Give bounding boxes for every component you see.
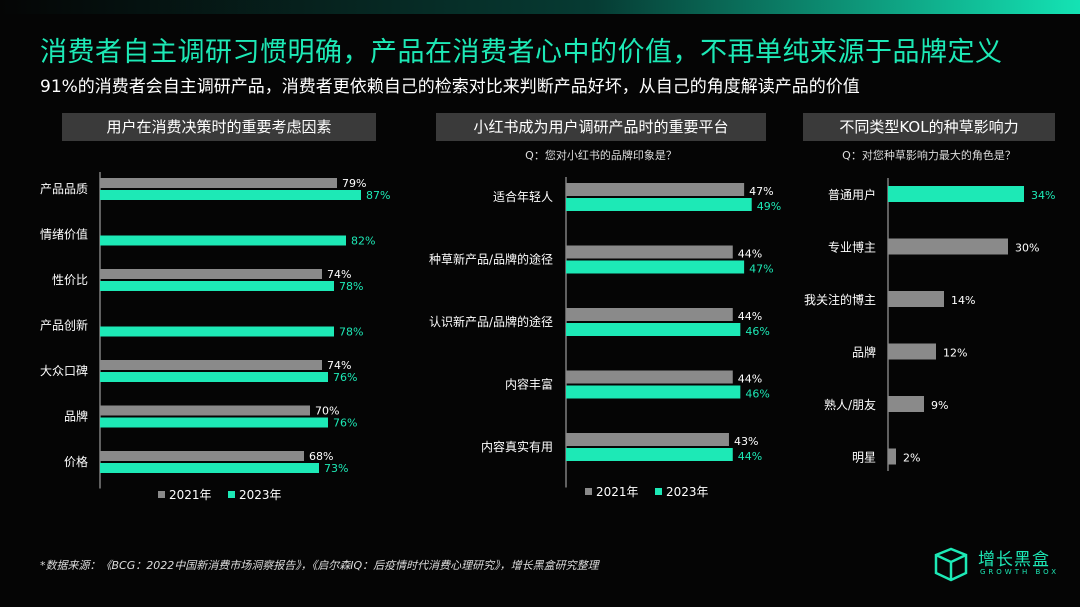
chart2-legend-2021-swatch bbox=[585, 488, 592, 495]
chart1-value-label: 87% bbox=[366, 189, 390, 202]
chart2-value-label: 49% bbox=[757, 200, 781, 213]
chart3-bar bbox=[888, 291, 944, 307]
chart3-bar bbox=[888, 238, 1008, 255]
chart2-value-label: 46% bbox=[745, 388, 769, 401]
chart1-value-label: 74% bbox=[327, 268, 351, 281]
chart1-bar-2021 bbox=[100, 178, 337, 188]
chart3-bar bbox=[888, 396, 924, 412]
chart3-value-label: 9% bbox=[931, 399, 948, 412]
chart3-value-label: 30% bbox=[1015, 242, 1039, 255]
chart3-bar bbox=[888, 186, 1024, 202]
chart3-bar bbox=[888, 343, 936, 360]
chart1-category-label: 产品创新 bbox=[40, 318, 88, 333]
chart1-bar-2023 bbox=[100, 372, 328, 382]
chart3-category-label: 专业博主 bbox=[828, 240, 876, 255]
chart2-bar-2023 bbox=[566, 323, 741, 336]
chart2-value-label: 44% bbox=[738, 310, 762, 323]
chart1-legend-2021-swatch bbox=[158, 491, 165, 498]
chart2-value-label: 47% bbox=[749, 185, 773, 198]
chart1-category-label: 情绪价值 bbox=[40, 227, 88, 242]
chart1-category-label: 大众口碑 bbox=[40, 363, 88, 378]
chart2-value-label: 47% bbox=[749, 263, 773, 276]
chart3-value-label: 12% bbox=[943, 347, 967, 360]
chart1-bar-2023 bbox=[100, 281, 334, 291]
chart3-value-label: 14% bbox=[951, 294, 975, 307]
chart1-category-label: 品牌 bbox=[64, 410, 88, 424]
chart1-value-label: 78% bbox=[339, 326, 363, 339]
chart2-legend-2023-swatch bbox=[655, 488, 662, 495]
chart1-bar-2021 bbox=[100, 451, 304, 461]
page-subtitle: 91%的消费者会自主调研产品，消费者更依赖自己的检索对比来判断产品好坏，从自己的… bbox=[40, 77, 860, 97]
chart2-bar-2021 bbox=[566, 308, 733, 321]
chart3-category-label: 普通用户 bbox=[828, 187, 876, 202]
chart1-value-label: 73% bbox=[324, 462, 348, 475]
chart1-bar-2023 bbox=[100, 190, 361, 200]
chart2-category-label: 内容丰富 bbox=[505, 377, 553, 392]
chart3-category-label: 明星 bbox=[852, 451, 876, 465]
data-source-note: *数据来源：《BCG：2022中国新消费市场洞察报告》，《启尔森IQ：后疫情时代… bbox=[40, 559, 599, 572]
chart1-legend-2023-label: 2023年 bbox=[239, 488, 282, 502]
chart3-value-label: 34% bbox=[1031, 189, 1055, 202]
chart3-question: Q：对您种草影响力最大的角色是？ bbox=[842, 149, 1016, 162]
chart1-value-label: 68% bbox=[309, 450, 333, 463]
chart2-bar-2023 bbox=[566, 385, 741, 399]
chart3-title: 不同类型KOL的种草影响力 bbox=[803, 113, 1055, 141]
logo-tagline: GROWTH BOX bbox=[980, 568, 1060, 576]
chart2-legend-2021-label: 2021年 bbox=[596, 485, 639, 499]
chart2-bar-2021 bbox=[566, 183, 745, 196]
cube-logo-icon bbox=[934, 547, 968, 582]
chart1-bar-2023 bbox=[100, 417, 328, 428]
chart2-category-label: 认识新产品/品牌的途径 bbox=[429, 314, 553, 329]
chart3-value-label: 2% bbox=[903, 452, 920, 465]
chart2-category-label: 种草新产品/品牌的途径 bbox=[429, 252, 553, 267]
chart2-question: Q：您对小红书的品牌印象是？ bbox=[525, 149, 677, 162]
chart1-category-label: 性价比 bbox=[52, 273, 88, 287]
chart2-bar-2021 bbox=[566, 245, 733, 259]
chart1-category-label: 产品品质 bbox=[40, 182, 88, 196]
chart1-title: 用户在消费决策时的重要考虑因素 bbox=[62, 113, 376, 141]
chart2-bar-2023 bbox=[566, 260, 745, 274]
chart1-bar-2023 bbox=[100, 235, 346, 246]
page-title: 消费者自主调研习惯明确，产品在消费者心中的价值，不再单纯来源于品牌定义 bbox=[40, 37, 1003, 68]
chart2-category-label: 内容真实有用 bbox=[481, 439, 553, 454]
chart1-value-label: 82% bbox=[351, 235, 375, 248]
chart1-bar-2021 bbox=[100, 360, 322, 370]
chart3-category-label: 我关注的博主 bbox=[804, 292, 876, 307]
chart2-bar-2023 bbox=[566, 198, 752, 211]
chart2-value-label: 44% bbox=[738, 373, 762, 386]
chart2-value-label: 44% bbox=[738, 450, 762, 463]
chart1-category-label: 价格 bbox=[64, 454, 88, 469]
chart2-value-label: 44% bbox=[738, 248, 762, 261]
chart1-value-label: 78% bbox=[339, 280, 363, 293]
chart1-bar-2023 bbox=[100, 463, 319, 473]
chart1-value-label: 74% bbox=[327, 359, 351, 372]
chart3-category-label: 品牌 bbox=[852, 346, 876, 360]
chart1-legend-2023-swatch bbox=[228, 491, 235, 498]
chart2-title: 小红书成为用户调研产品时的重要平台 bbox=[436, 113, 766, 141]
chart2-bar-2021 bbox=[566, 370, 733, 384]
top-gradient-bar bbox=[0, 0, 1080, 14]
chart2-bar-2023 bbox=[566, 448, 733, 461]
chart2-bar-2021 bbox=[566, 433, 729, 446]
chart1-legend-2021-label: 2021年 bbox=[169, 488, 212, 502]
chart1-bar-2021 bbox=[100, 405, 310, 416]
chart3-bar bbox=[888, 448, 896, 465]
chart1-value-label: 76% bbox=[333, 417, 357, 430]
chart1-bar-2023 bbox=[100, 326, 334, 337]
logo-name: 增长黑盒 bbox=[978, 550, 1050, 570]
chart1-value-label: 76% bbox=[333, 371, 357, 384]
chart1-value-label: 79% bbox=[342, 177, 366, 190]
chart2-category-label: 适合年轻人 bbox=[493, 189, 553, 204]
chart1-value-label: 70% bbox=[315, 405, 339, 418]
chart2-value-label: 43% bbox=[734, 435, 758, 448]
chart2-value-label: 46% bbox=[745, 325, 769, 338]
chart2-legend-2023-label: 2023年 bbox=[666, 485, 709, 499]
brand-logo: 增长黑盒 GROWTH BOX bbox=[930, 545, 1060, 585]
chart1-bar-2021 bbox=[100, 269, 322, 279]
chart3-category-label: 熟人/朋友 bbox=[824, 397, 876, 412]
